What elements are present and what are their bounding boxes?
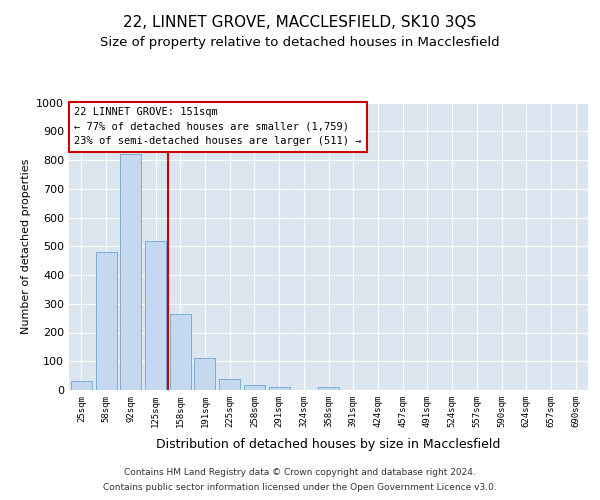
Bar	[71, 382, 92, 390]
Bar	[95, 252, 116, 390]
Y-axis label: Number of detached properties: Number of detached properties	[20, 158, 31, 334]
Bar	[318, 387, 339, 390]
X-axis label: Distribution of detached houses by size in Macclesfield: Distribution of detached houses by size …	[157, 438, 500, 451]
Text: Size of property relative to detached houses in Macclesfield: Size of property relative to detached ho…	[100, 36, 500, 49]
Bar	[170, 314, 191, 390]
Text: 22, LINNET GROVE, MACCLESFIELD, SK10 3QS: 22, LINNET GROVE, MACCLESFIELD, SK10 3QS	[124, 15, 476, 30]
Text: 22 LINNET GROVE: 151sqm
← 77% of detached houses are smaller (1,759)
23% of semi: 22 LINNET GROVE: 151sqm ← 77% of detache…	[74, 107, 362, 146]
Bar	[145, 240, 166, 390]
Bar	[219, 378, 240, 390]
Bar	[244, 385, 265, 390]
Bar	[120, 154, 141, 390]
Bar	[269, 387, 290, 390]
Bar	[194, 358, 215, 390]
Text: Contains public sector information licensed under the Open Government Licence v3: Contains public sector information licen…	[103, 483, 497, 492]
Text: Contains HM Land Registry data © Crown copyright and database right 2024.: Contains HM Land Registry data © Crown c…	[124, 468, 476, 477]
